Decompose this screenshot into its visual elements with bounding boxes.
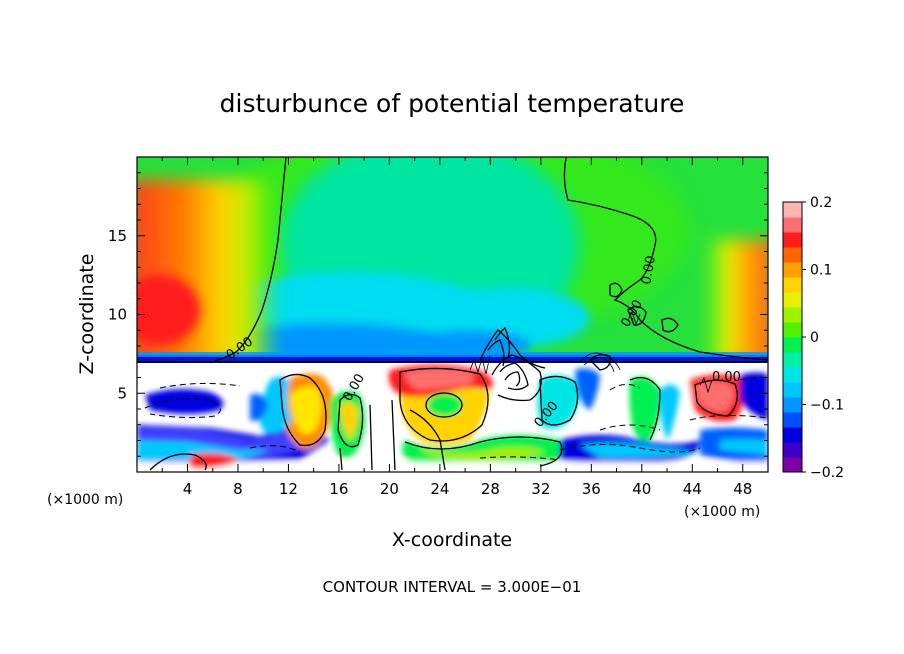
x-tick-label: 20 <box>380 480 399 498</box>
colorbar-tick-label: 0 <box>810 330 819 346</box>
chart-title: disturbunce of potential temperature <box>220 89 685 118</box>
colorbar-swatch <box>783 247 802 263</box>
x-tick-label: 28 <box>481 480 500 498</box>
colorbar-swatch <box>783 277 802 293</box>
inversion-band-cyan <box>137 352 768 357</box>
colorbar-swatch <box>783 307 802 323</box>
colorbar-swatch <box>783 367 802 383</box>
x-tick-label: 4 <box>183 480 193 498</box>
colorbar <box>782 201 803 473</box>
colorbar-tick-label: 0.2 <box>810 195 832 211</box>
contour-interval-note: CONTOUR INTERVAL = 3.000E−01 <box>323 578 582 596</box>
colorbar-tick-label: −0.1 <box>810 398 844 414</box>
x-tick-label: 8 <box>233 480 243 498</box>
contour-label: 0.00 <box>639 255 659 286</box>
plot-field: 0.00 0.00 0.00 0.00 0.00 0.00 <box>137 157 768 472</box>
x-tick-label: 40 <box>632 480 651 498</box>
colorbar-swatch <box>783 352 802 368</box>
colorbar-ticks: −0.2 −0.1 0 0.1 0.2 <box>802 195 844 481</box>
colorbar-swatch <box>783 292 802 308</box>
x-tick-label: 48 <box>733 480 752 498</box>
field-right-warm <box>700 240 768 365</box>
colorbar-tick-label: −0.2 <box>810 465 844 481</box>
y-axis-label: Z-coordinate <box>76 254 98 375</box>
colorbar-tick-label: 0.1 <box>810 263 832 279</box>
colorbar-swatch <box>783 457 802 473</box>
contour-lines <box>137 157 768 471</box>
colorbar-swatch <box>783 427 802 443</box>
colorbar-swatch <box>783 442 802 458</box>
colorbar-swatch <box>783 217 802 233</box>
x-tick-label: 16 <box>329 480 348 498</box>
x-tick-label: 32 <box>531 480 550 498</box>
x-unit-left: (×1000 m) <box>47 492 123 508</box>
y-tick-label: 15 <box>108 227 127 245</box>
y-tick-label: 5 <box>117 384 127 402</box>
x-tick-label: 36 <box>582 480 601 498</box>
x-tick-label: 24 <box>430 480 449 498</box>
contour-label: 0.00 <box>712 370 741 385</box>
x-tick-label: 44 <box>683 480 702 498</box>
colorbar-swatch <box>783 262 802 278</box>
colorbar-swatch <box>783 412 802 428</box>
colorbar-swatch <box>783 202 802 218</box>
field-left-red-core <box>137 275 200 345</box>
x-tick-label: 12 <box>279 480 298 498</box>
field-lower-structures <box>137 364 768 472</box>
x-axis-label: X-coordinate <box>392 529 512 551</box>
x-unit-right: (×1000 m) <box>684 504 760 520</box>
colorbar-swatch <box>783 382 802 398</box>
colorbar-swatch <box>783 337 802 353</box>
colorbar-swatch <box>783 322 802 338</box>
x-axis: 4 8 12 16 20 24 28 32 36 40 44 48 <box>136 157 769 498</box>
inversion-band-blue <box>137 355 768 363</box>
contour-lines-dashed <box>144 376 768 461</box>
colorbar-swatch <box>783 232 802 248</box>
y-tick-label: 10 <box>108 306 127 324</box>
contour-cluster <box>469 310 713 394</box>
y-axis: 5 10 15 <box>108 156 768 473</box>
colorbar-swatch <box>783 397 802 413</box>
